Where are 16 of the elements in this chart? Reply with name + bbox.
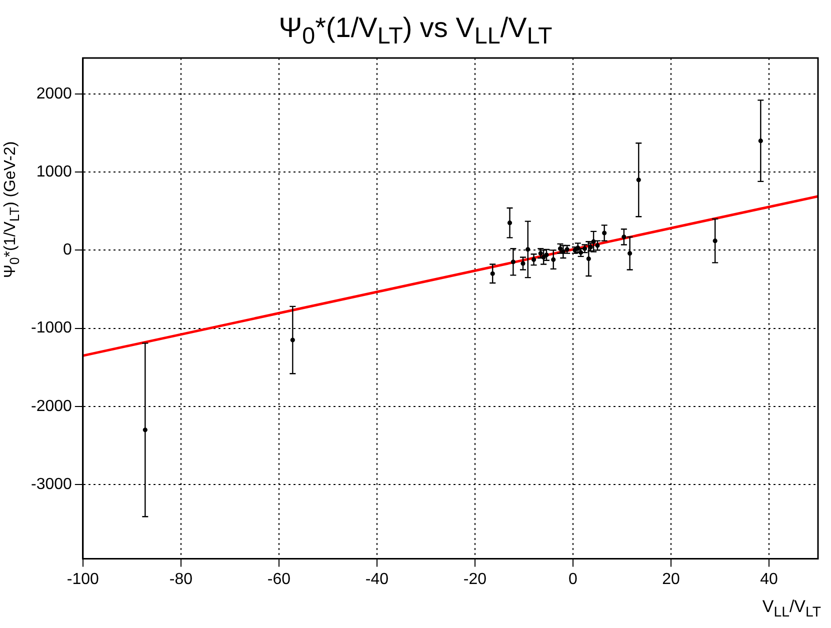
y-tick-label: 1000 [36, 163, 72, 180]
y-tick-label: -2000 [31, 398, 72, 415]
x-tick-label: -100 [66, 570, 100, 588]
x-tick-label: -80 [169, 570, 193, 588]
y-tick-label: -1000 [31, 320, 72, 337]
x-tick-label: -60 [267, 570, 291, 588]
x-tick-label: 40 [760, 570, 778, 588]
y-tick-label: -3000 [31, 476, 72, 493]
y-tick-label: 2000 [36, 85, 72, 102]
x-tick-label: 20 [662, 570, 680, 588]
x-tick-label: 0 [568, 570, 578, 588]
y-tick-label: 0 [63, 242, 72, 259]
x-axis-title: V$_{LL}$/V$_{LT}$ [762, 596, 821, 620]
chart-title: Ψ$_{0}$*(1/V$_{LT}$) vs V$_{LL}$/V$_{LT}$ [278, 12, 554, 50]
x-tick-label: -20 [463, 570, 487, 588]
x-tick-label: -40 [365, 570, 389, 588]
